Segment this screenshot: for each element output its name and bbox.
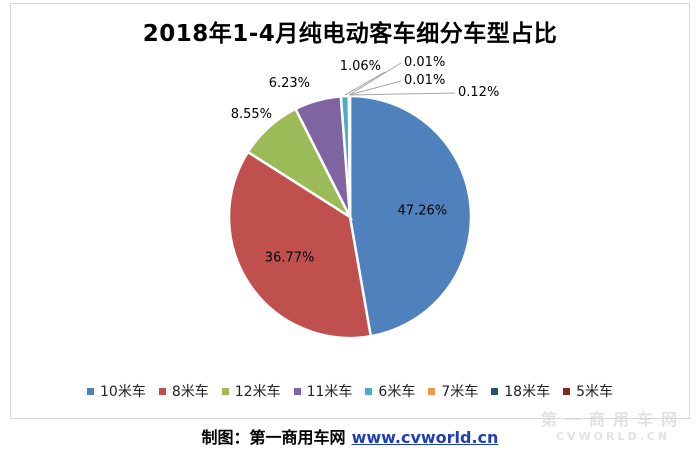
legend-swatch-7 (563, 387, 571, 395)
data-label-1: 36.77% (265, 250, 315, 265)
watermark-en: CVWORLD.CN (555, 430, 671, 443)
legend-swatch-2 (221, 387, 229, 395)
leader-line-5 (348, 62, 402, 96)
legend-swatch-3 (293, 387, 301, 395)
watermark-cn: 第一商用车网 (540, 410, 685, 429)
data-label-7: 0.12% (458, 85, 499, 100)
legend-swatch-1 (158, 387, 166, 395)
footer-credit: 制图：第一商用车网 www.cvworld.cn (0, 424, 700, 448)
data-label-4: 1.06% (340, 59, 381, 74)
pie-slice-0 (348, 94, 473, 338)
legend-item-4: 6米车 (365, 381, 415, 401)
data-label-6: 0.01% (404, 73, 445, 88)
data-label-2: 8.55% (231, 107, 272, 122)
legend-label-0: 10米车 (100, 384, 146, 400)
legend-label-3: 11米车 (306, 384, 353, 400)
legend-label-4: 6米车 (378, 384, 416, 400)
pie-slice-1 (227, 150, 373, 340)
legend-item-3: 11米车 (293, 381, 353, 401)
data-label-3: 6.23% (269, 76, 310, 91)
legend-swatch-6 (491, 387, 499, 395)
legend-swatch-4 (365, 387, 373, 395)
legend-item-5: 7米车 (428, 381, 478, 401)
leader-line-6 (348, 80, 402, 96)
leader-line-4 (344, 71, 386, 96)
legend-label-6: 18米车 (504, 384, 551, 400)
legend-swatch-0 (87, 387, 94, 395)
legend-label-1: 8米车 (171, 384, 209, 400)
legend-item-6: 18米车 (491, 381, 550, 401)
credit-text: 制图：第一商用车网 (201, 428, 346, 447)
data-label-0: 47.26% (398, 204, 448, 219)
legend-label-5: 7米车 (441, 384, 479, 400)
chart-title: 2018年1-4月纯电动客车细分车型占比 (142, 21, 558, 47)
source-link[interactable]: www.cvworld.cn (351, 428, 499, 447)
pie-slice-7 (347, 94, 352, 218)
data-label-5: 0.01% (404, 55, 445, 70)
legend-item-7: 5米车 (563, 381, 613, 401)
chart-legend: 10米车 8米车 12米车 11米车 6米车 7米车 18米车 5米车 (0, 381, 700, 401)
legend-item-1: 8米车 (158, 381, 209, 401)
legend-swatch-5 (428, 387, 436, 395)
legend-item-0: 10米车 (87, 381, 146, 401)
legend-item-2: 12米车 (221, 381, 281, 401)
legend-label-7: 5米车 (576, 384, 613, 400)
legend-label-2: 12米车 (234, 384, 281, 400)
leader-line-7 (349, 92, 456, 96)
watermark-logo: 第一商用车网 CVWORLD.CN (538, 406, 688, 444)
